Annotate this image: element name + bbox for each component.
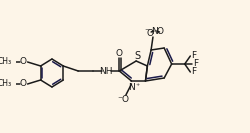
Text: N: N [128,82,135,92]
Text: O: O [20,80,26,88]
Text: O: O [116,49,123,57]
Text: F: F [193,59,198,68]
Text: N: N [152,26,158,36]
Text: ⁺: ⁺ [135,82,139,90]
Text: ⁻: ⁻ [144,27,149,37]
Text: F: F [192,51,197,61]
Text: O: O [147,28,154,38]
Text: CH₃: CH₃ [0,80,12,88]
Text: F: F [192,68,197,76]
Text: S: S [134,51,140,61]
Text: CH₃: CH₃ [0,57,12,66]
Text: O: O [122,95,128,105]
Text: NH: NH [100,66,113,76]
Text: O: O [20,57,26,66]
Text: ⁻: ⁻ [118,95,123,105]
Text: O: O [156,28,163,36]
